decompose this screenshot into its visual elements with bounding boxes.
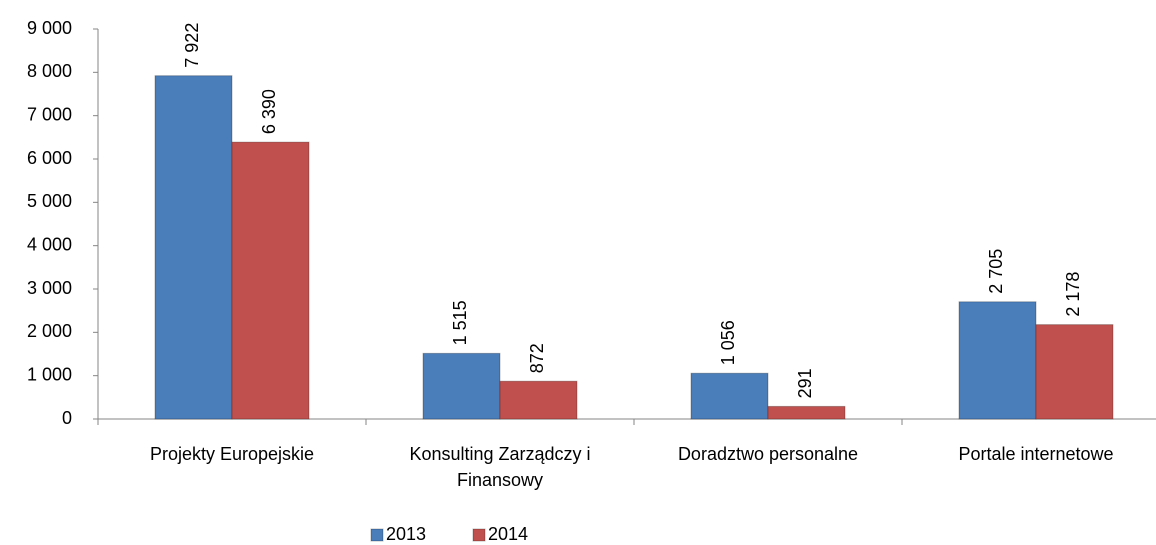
value-label: 1 056 — [718, 320, 738, 365]
y-tick-label: 8 000 — [27, 61, 72, 81]
bar — [154, 75, 233, 420]
legend-label: 2013 — [386, 524, 426, 544]
bar — [767, 405, 846, 420]
value-label: 291 — [795, 368, 815, 398]
value-label: 2 705 — [986, 249, 1006, 294]
x-tick-label: Doradztwo personalne — [677, 444, 859, 464]
y-tick-label: 7 000 — [27, 104, 72, 124]
bar — [1035, 324, 1114, 420]
bar — [958, 301, 1037, 420]
y-tick-label: 4 000 — [27, 234, 72, 254]
value-label: 872 — [527, 343, 547, 373]
y-tick-label: 3 000 — [27, 278, 72, 298]
legend-label: 2014 — [488, 524, 528, 544]
value-label: 1 515 — [450, 300, 470, 345]
y-tick-label: 2 000 — [27, 321, 72, 341]
bar — [690, 372, 769, 420]
x-tick-label: Projekty Europejskie — [149, 444, 315, 464]
y-tick-label: 9 000 — [27, 18, 72, 38]
legend-swatch — [370, 528, 384, 542]
y-tick-label: 0 — [62, 408, 72, 428]
bar — [422, 352, 501, 420]
x-tick-label: Konsulting Zarządczy i Finansowy — [409, 444, 591, 490]
value-label: 7 922 — [182, 23, 202, 68]
bar — [499, 380, 578, 420]
y-tick-label: 6 000 — [27, 148, 72, 168]
value-label: 2 178 — [1063, 272, 1083, 317]
y-tick-label: 1 000 — [27, 364, 72, 384]
x-tick-label: Portale internetowe — [958, 444, 1114, 464]
bar — [231, 141, 310, 420]
y-tick-label: 5 000 — [27, 191, 72, 211]
value-label: 6 390 — [259, 89, 279, 134]
legend-swatch — [472, 528, 486, 542]
